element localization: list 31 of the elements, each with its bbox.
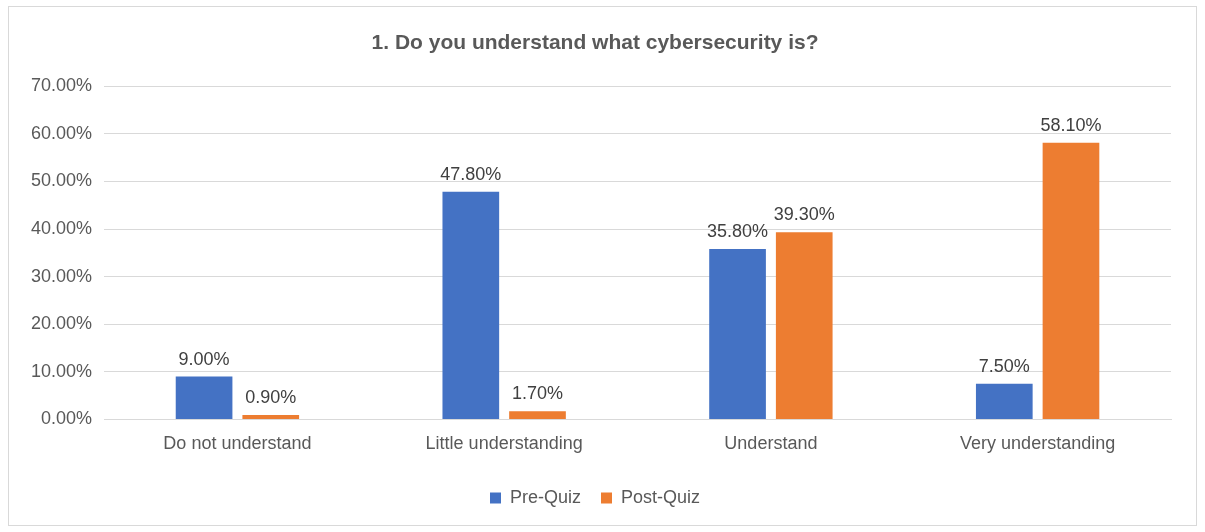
y-tick-label: 40.00% [30,217,93,238]
data-label: 0.90% [245,387,297,408]
data-label: 7.50% [978,355,1030,376]
x-tick-label: Very understanding [960,433,1116,454]
x-tick-label: Little understanding [425,433,583,454]
y-tick-label: 30.00% [30,265,93,286]
bar [775,232,833,419]
x-tick-label: Do not understand [163,433,312,454]
bar [242,415,300,419]
data-label: 9.00% [178,348,230,369]
data-label: 35.80% [707,220,769,241]
legend-label: Pre-Quiz [509,486,581,507]
y-tick-label: 20.00% [30,313,93,334]
bar [709,248,766,419]
x-tick-label: Understand [724,433,818,454]
chart-title: 1. Do you understand what cybersecurity is? [371,30,819,54]
bar [175,376,233,419]
y-tick-label: 50.00% [30,170,93,191]
y-tick-label: 60.00% [30,122,93,143]
bar [442,191,500,419]
data-label: 1.70% [511,383,564,404]
legend-label: Post-Quiz [621,486,701,507]
data-label: 47.80% [440,163,502,184]
y-tick-label: 10.00% [30,360,93,381]
y-tick-label: 70.00% [30,75,93,96]
y-tick-label: 0.00% [41,408,93,429]
data-label: 39.30% [773,204,835,225]
data-label: 58.10% [1040,114,1102,135]
bar [509,411,566,419]
bar [1042,142,1100,419]
bar [975,383,1033,419]
